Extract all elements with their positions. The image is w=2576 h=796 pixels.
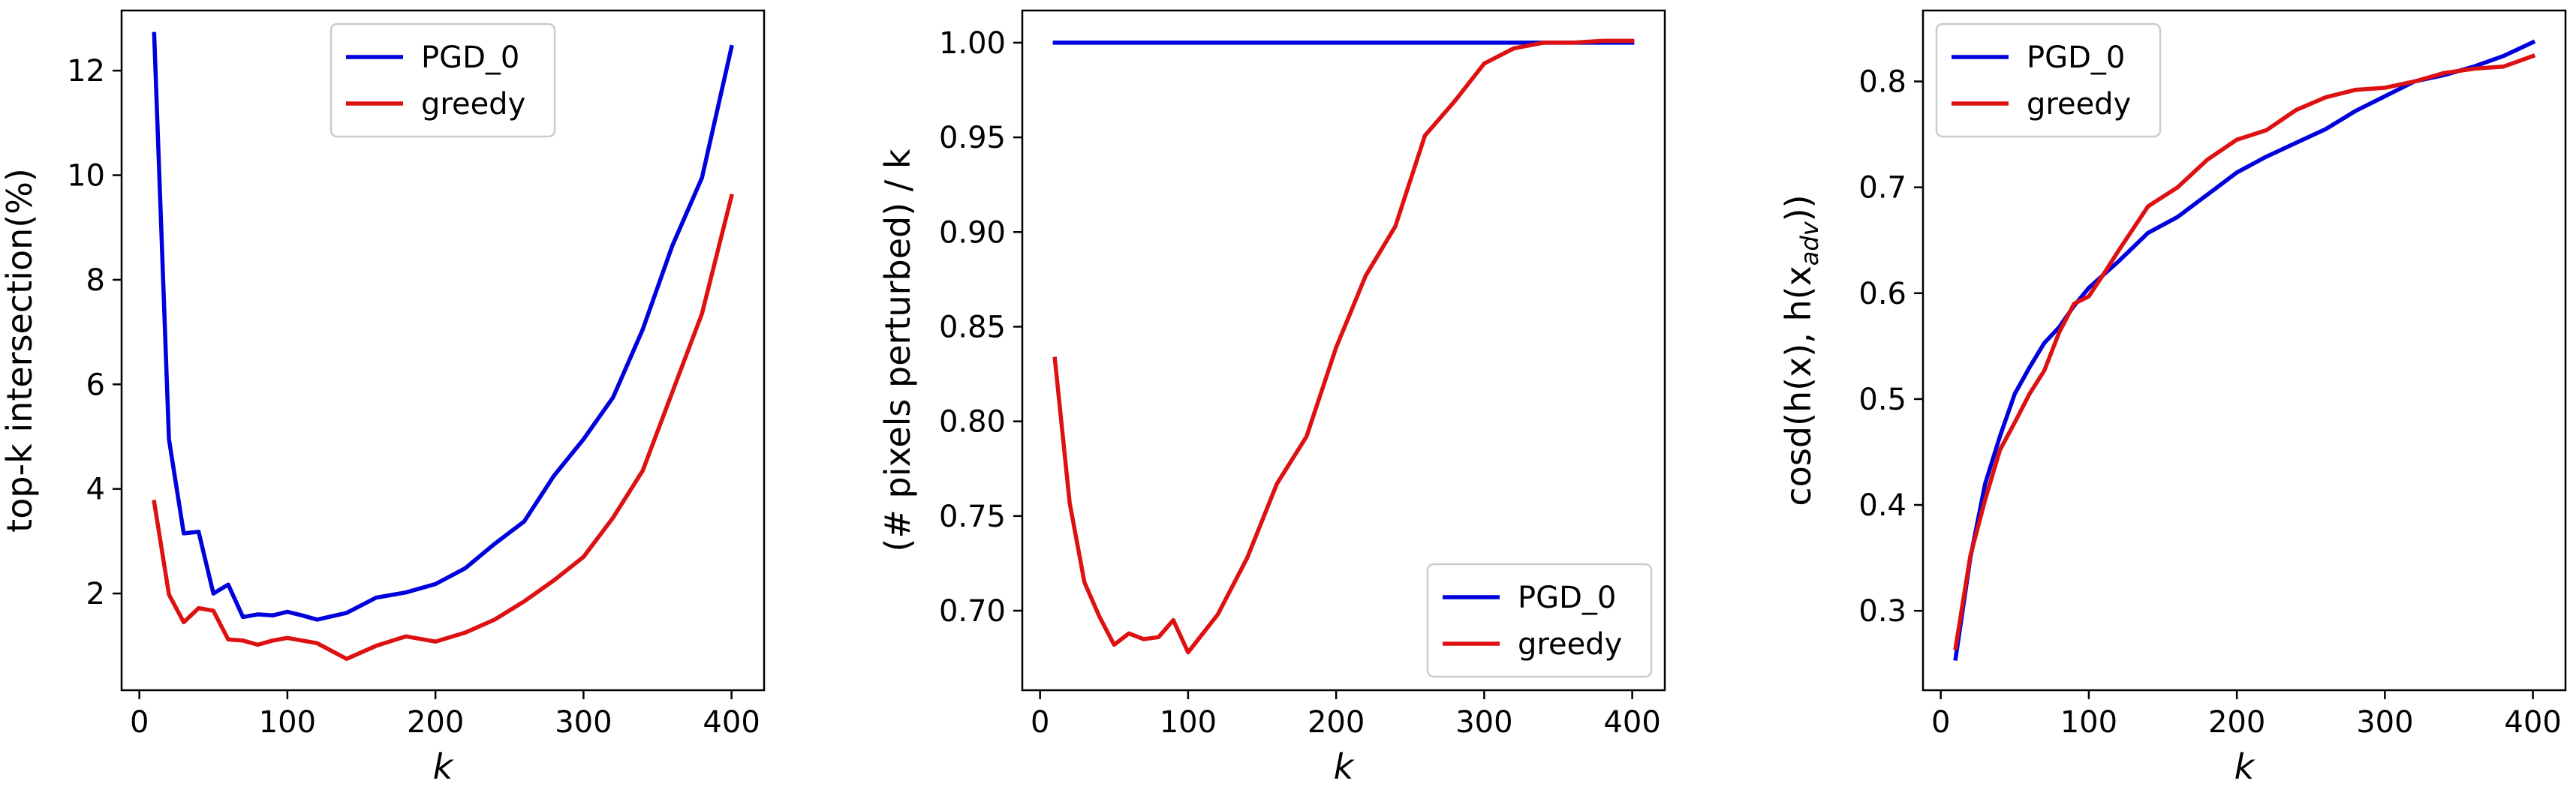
legend-label: PGD_0 bbox=[421, 41, 519, 75]
series-line-greedy bbox=[1052, 38, 1635, 655]
chart-panel-1: 0 100 200 300 400 2 4 6 8 10 12 k top-k intersection… bbox=[0, 9, 766, 787]
y-tick-label: 6 bbox=[86, 368, 105, 402]
x-tick-label: 200 bbox=[2208, 705, 2265, 740]
legend-label: greedy bbox=[421, 87, 525, 122]
legend-box bbox=[330, 23, 556, 138]
x-tick-label: 400 bbox=[1603, 705, 1660, 740]
y-tick-label: 0.3 bbox=[1858, 594, 1906, 629]
x-axis-label: k bbox=[433, 746, 455, 787]
x-tick-label: 200 bbox=[407, 705, 464, 740]
x-tick-label: 0 bbox=[130, 705, 149, 740]
y-tick-label: 8 bbox=[86, 263, 105, 298]
x-tick-label: 400 bbox=[703, 705, 760, 740]
x-tick-label: 100 bbox=[1160, 705, 1217, 740]
legend-label: PGD_0 bbox=[1518, 581, 1616, 615]
legend-box bbox=[1935, 23, 2162, 138]
x-tick-label: 100 bbox=[2060, 705, 2117, 740]
y-tick-label: 0.95 bbox=[939, 121, 1006, 155]
x-axis-label: k bbox=[2234, 746, 2256, 787]
x-tick-label: 300 bbox=[1455, 705, 1512, 740]
legend-label: greedy bbox=[1518, 627, 1622, 662]
y-tick-label: 0.75 bbox=[939, 500, 1006, 534]
y-tick-label: 12 bbox=[67, 54, 105, 89]
plot-frame bbox=[1021, 9, 1666, 692]
y-tick-label: 0.70 bbox=[939, 594, 1006, 629]
series-line-greedy bbox=[1953, 53, 2536, 650]
y-tick-label: 1.00 bbox=[939, 26, 1006, 61]
x-tick-label: 300 bbox=[2356, 705, 2413, 740]
y-tick-label: 0.85 bbox=[939, 310, 1006, 344]
legend-label: greedy bbox=[2027, 87, 2131, 122]
x-tick-label: 0 bbox=[1931, 705, 1950, 740]
x-tick-label: 200 bbox=[1308, 705, 1365, 740]
legend-box bbox=[1426, 563, 1653, 678]
y-tick-label: 0.5 bbox=[1858, 383, 1906, 417]
y-axis-label: (# pixels perturbed) / k bbox=[877, 149, 918, 551]
x-tick-label: 400 bbox=[2504, 705, 2561, 740]
plot-frame bbox=[1921, 9, 2567, 692]
y-tick-label: 0.6 bbox=[1858, 277, 1906, 311]
y-tick-label: 0.80 bbox=[939, 405, 1006, 440]
y-axis-label: cosd(h(x), h(xadv)) bbox=[1778, 194, 1824, 506]
y-tick-label: 2 bbox=[86, 577, 105, 611]
y-tick-label: 0.90 bbox=[939, 215, 1006, 250]
y-tick-label: 0.4 bbox=[1858, 488, 1906, 523]
x-tick-label: 300 bbox=[555, 705, 612, 740]
x-axis-label: k bbox=[1334, 746, 1356, 787]
y-tick-label: 10 bbox=[67, 159, 105, 194]
series-line-greedy bbox=[152, 194, 734, 661]
x-tick-label: 0 bbox=[1031, 705, 1049, 740]
y-axis-label: top-k intersection(%) bbox=[0, 168, 40, 533]
plot-frame bbox=[120, 9, 766, 692]
y-tick-label: 0.7 bbox=[1858, 171, 1906, 206]
y-tick-label: 0.8 bbox=[1858, 65, 1906, 100]
y-tick-label: 4 bbox=[86, 473, 105, 507]
chart-panel-3: 0 100 200 300 400 0.3 0.4 0.5 0.6 0.7 0.8 k cosd(h(x… bbox=[1778, 9, 2567, 787]
legend-label: PGD_0 bbox=[2027, 41, 2125, 75]
chart-panel-2: 0 100 200 300 400 0.70 0.75 0.80 0.85 0.90 0.95 1.0… bbox=[877, 9, 1666, 787]
series-line-pgd-0 bbox=[152, 32, 734, 622]
x-tick-label: 100 bbox=[259, 705, 316, 740]
